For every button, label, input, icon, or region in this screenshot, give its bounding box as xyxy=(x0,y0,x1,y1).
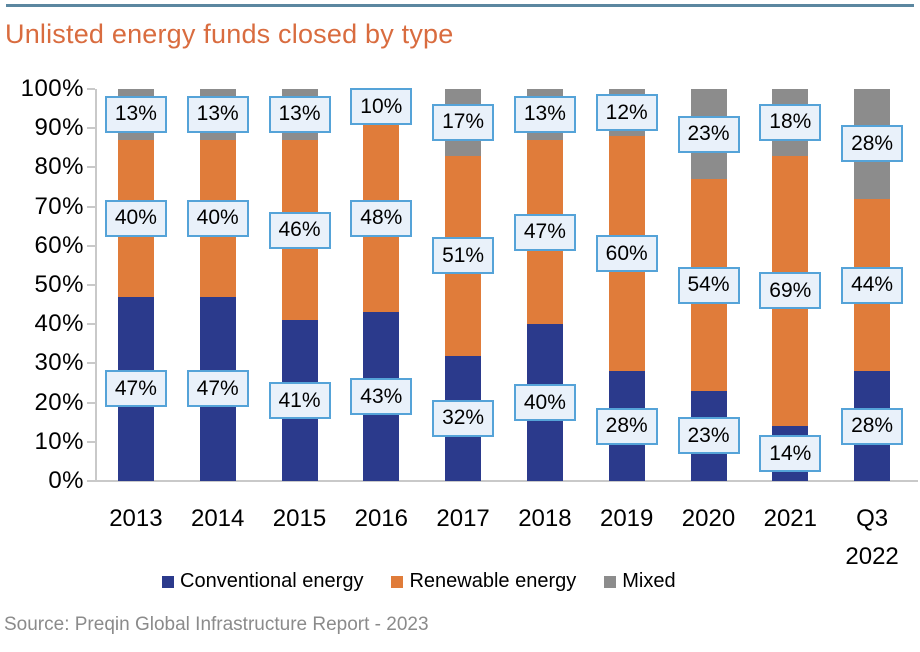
data-label-renewable-energy-2014: 40% xyxy=(186,199,249,237)
y-axis-tick-mark xyxy=(87,166,95,169)
legend-swatch-icon xyxy=(162,575,174,588)
y-axis-tick-label: 60% xyxy=(34,231,84,259)
x-axis-label-2013: 2013 xyxy=(109,505,163,532)
source-note: Source: Preqin Global Infrastructure Rep… xyxy=(4,614,429,635)
y-axis-tick-mark xyxy=(87,323,95,326)
data-label-renewable-energy-2015: 46% xyxy=(268,211,331,249)
data-label-mixed-2014: 13% xyxy=(186,95,249,133)
data-label-conventional-energy-2020: 23% xyxy=(677,417,740,455)
y-axis-tick-label: 30% xyxy=(34,349,84,377)
legend-label: Conventional energy xyxy=(180,570,364,592)
data-label-conventional-energy-2019: 28% xyxy=(595,407,658,445)
y-axis-tick-label: 80% xyxy=(34,153,84,181)
data-label-renewable-energy-2019: 60% xyxy=(595,235,658,273)
data-label-mixed-Q3-2022: 28% xyxy=(841,125,904,163)
data-label-renewable-energy-2017: 51% xyxy=(432,237,495,275)
y-axis-tick-label: 20% xyxy=(34,388,84,416)
y-axis-tick-mark xyxy=(87,362,95,365)
data-label-conventional-energy-2021: 14% xyxy=(759,435,822,473)
legend-swatch-icon xyxy=(604,575,617,588)
data-label-renewable-energy-2016: 48% xyxy=(350,199,413,237)
y-axis-tick-mark xyxy=(87,284,95,286)
legend-swatch-icon xyxy=(391,575,404,588)
x-axis-label-2014: 2014 xyxy=(190,505,245,532)
y-axis-tick-label: 50% xyxy=(34,271,84,298)
x-axis-label-2019: 2019 xyxy=(599,505,654,532)
data-label-mixed-2013: 13% xyxy=(104,95,167,133)
data-label-conventional-energy-2015: 41% xyxy=(268,382,331,420)
data-label-conventional-energy-2014: 47% xyxy=(186,370,249,408)
x-axis-label-Q3-2022: Q3 2022 xyxy=(845,505,899,570)
top-divider-rule xyxy=(6,4,914,7)
y-axis-line xyxy=(95,89,97,481)
y-axis-tick-label: 10% xyxy=(34,427,84,455)
y-axis-tick-label: 90% xyxy=(34,114,84,142)
y-axis-tick-mark xyxy=(87,401,95,404)
data-label-renewable-energy-2020: 54% xyxy=(677,266,740,304)
legend-item-conventional-energy: Conventional energy xyxy=(162,570,363,593)
data-label-renewable-energy-Q3-2022: 44% xyxy=(841,266,904,304)
y-axis-tick-mark xyxy=(87,127,95,130)
data-label-conventional-energy-2016: 43% xyxy=(350,378,413,416)
y-axis-tick-label: 100% xyxy=(20,75,84,102)
y-axis-tick-label: 0% xyxy=(48,467,84,494)
y-axis-tick-mark xyxy=(87,205,95,208)
x-axis-label-2018: 2018 xyxy=(518,505,572,532)
data-label-renewable-energy-2018: 47% xyxy=(513,213,576,251)
data-label-conventional-energy-Q3-2022: 28% xyxy=(841,407,904,445)
legend-label: Renewable energy xyxy=(409,570,577,592)
data-label-conventional-energy-2013: 47% xyxy=(104,370,167,408)
chart-title: Unlisted energy funds closed by type xyxy=(5,19,454,49)
legend-item-renewable-energy: Renewable energy xyxy=(391,570,576,593)
y-axis-tick-mark xyxy=(87,244,95,247)
data-label-renewable-energy-2021: 69% xyxy=(759,272,822,310)
y-axis-tick-mark xyxy=(87,480,95,482)
legend-item-mixed: Mixed xyxy=(604,570,676,593)
x-axis-label-2020: 2020 xyxy=(681,505,736,532)
y-axis-tick-mark xyxy=(87,440,95,443)
legend-label: Mixed xyxy=(622,570,676,592)
x-axis-label-2021: 2021 xyxy=(763,505,817,532)
data-label-conventional-energy-2017: 32% xyxy=(432,399,495,437)
data-label-mixed-2018: 13% xyxy=(513,95,576,133)
legend: Conventional energy Renewable energy Mixed xyxy=(162,570,676,593)
data-label-mixed-2015: 13% xyxy=(268,95,331,133)
x-axis-label-2017: 2017 xyxy=(436,505,490,532)
y-axis-tick-label: 40% xyxy=(34,310,84,338)
x-axis-label-2015: 2015 xyxy=(272,505,327,532)
data-label-mixed-2017: 17% xyxy=(432,103,495,141)
y-axis-tick-mark xyxy=(87,88,95,90)
data-label-conventional-energy-2018: 40% xyxy=(513,384,576,422)
x-axis-line xyxy=(95,480,918,482)
data-label-mixed-2019: 12% xyxy=(595,94,658,132)
x-axis-label-2016: 2016 xyxy=(354,505,408,532)
data-label-mixed-2021: 18% xyxy=(759,103,822,141)
data-label-renewable-energy-2013: 40% xyxy=(104,199,167,237)
data-label-mixed-2020: 23% xyxy=(677,115,740,153)
y-axis-tick-label: 70% xyxy=(34,192,84,220)
data-label-mixed-2016: 10% xyxy=(350,88,413,126)
